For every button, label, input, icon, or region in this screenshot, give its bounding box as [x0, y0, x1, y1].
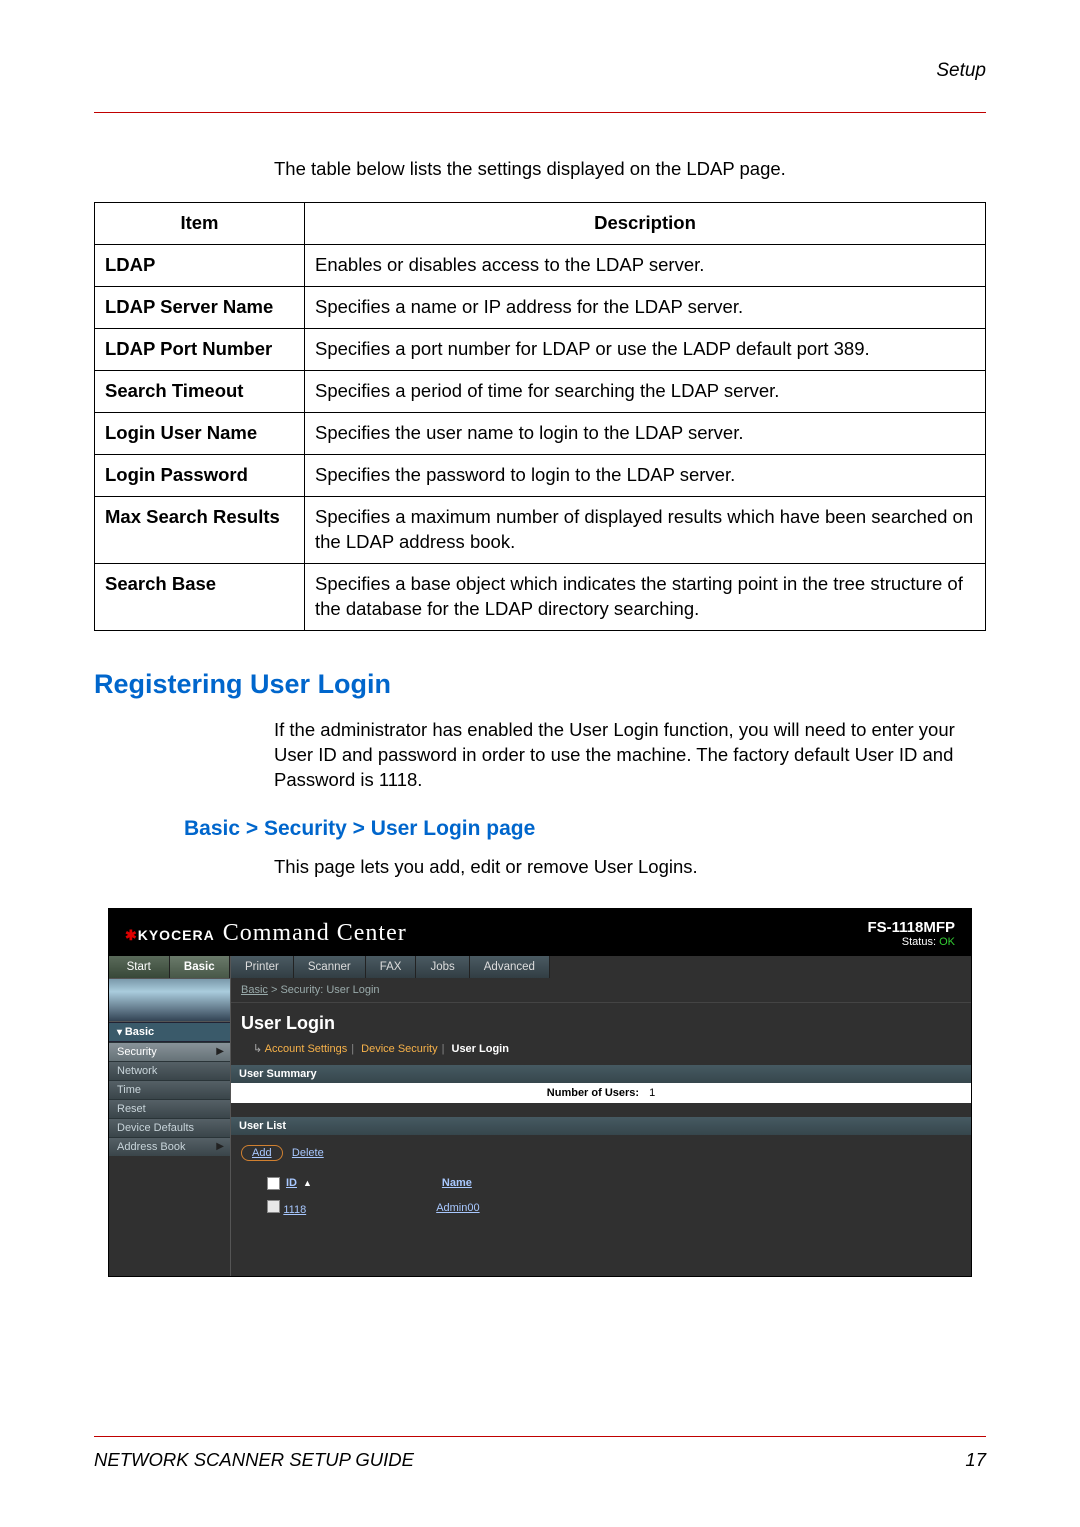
section-nav: Account Settings| Device Security| User …	[231, 1040, 971, 1065]
chevron-right-icon: ▶	[216, 1141, 224, 1152]
page-header: Setup	[94, 60, 986, 82]
link-account-settings[interactable]: Account Settings	[265, 1043, 348, 1055]
user-summary-bar: Number of Users:1	[231, 1083, 971, 1103]
sidebar-category[interactable]: Basic	[109, 1022, 230, 1042]
panel-title: User Login	[231, 1003, 971, 1040]
footer-title: NETWORK SCANNER SETUP GUIDE	[94, 1449, 414, 1471]
th-description: Description	[305, 202, 986, 244]
user-id-link[interactable]: 1118	[283, 1204, 306, 1216]
section-heading: Registering User Login	[94, 669, 986, 700]
breadcrumb-current: Security: User Login	[280, 984, 379, 996]
header-rule	[94, 112, 986, 113]
model-name: FS-1118MFP	[867, 919, 955, 936]
table-row: Search BaseSpecifies a base object which…	[95, 563, 986, 630]
ldap-settings-table: Item Description LDAPEnables or disables…	[94, 202, 986, 631]
intro-text: The table below lists the settings displ…	[274, 157, 986, 182]
user-list-head: User List	[231, 1117, 971, 1135]
user-summary-head: User Summary	[231, 1065, 971, 1083]
col-id[interactable]: ID	[286, 1177, 297, 1189]
subsection-paragraph: This page lets you add, edit or remove U…	[274, 855, 986, 880]
subsection-heading: Basic > Security > User Login page	[184, 817, 986, 841]
sidebar: Start Basic Basic Security▶ Network Time…	[109, 956, 231, 1276]
tab-printer[interactable]: Printer	[231, 956, 294, 978]
table-row: Login PasswordSpecifies the password to …	[95, 454, 986, 496]
sort-asc-icon: ▲	[303, 1178, 312, 1188]
shot-header: ✱KYOCERA Command Center FS-1118MFP Statu…	[109, 909, 971, 956]
table-row: Max Search ResultsSpecifies a maximum nu…	[95, 496, 986, 563]
tab-jobs[interactable]: Jobs	[416, 956, 469, 978]
th-item: Item	[95, 202, 305, 244]
top-nav: Printer Scanner FAX Jobs Advanced	[231, 956, 971, 978]
delete-link[interactable]: Delete	[292, 1147, 324, 1159]
table-row: LDAP Server NameSpecifies a name or IP a…	[95, 286, 986, 328]
page-footer: NETWORK SCANNER SETUP GUIDE 17	[94, 1436, 986, 1471]
command-center-screenshot: ✱KYOCERA Command Center FS-1118MFP Statu…	[108, 908, 972, 1277]
table-row: LDAPEnables or disables access to the LD…	[95, 244, 986, 286]
side-tab-basic[interactable]: Basic	[170, 956, 231, 978]
list-actions: Add Delete	[231, 1135, 971, 1169]
command-center-title: Command Center	[223, 920, 407, 947]
model-block: FS-1118MFP Status: OK	[867, 919, 955, 948]
user-row: 1118 Admin00	[231, 1194, 971, 1226]
sidebar-item-address-book[interactable]: Address Book▶	[109, 1137, 230, 1156]
nav-current-user-login: User Login	[452, 1043, 509, 1055]
add-button[interactable]: Add	[241, 1145, 283, 1161]
sidebar-item-security[interactable]: Security▶	[109, 1042, 230, 1061]
tab-advanced[interactable]: Advanced	[470, 956, 550, 978]
tab-fax[interactable]: FAX	[366, 956, 417, 978]
breadcrumb: Basic > Security: User Login	[231, 978, 971, 1003]
table-row: Search TimeoutSpecifies a period of time…	[95, 370, 986, 412]
select-all-checkbox[interactable]	[267, 1177, 280, 1190]
col-name[interactable]: Name	[442, 1177, 472, 1189]
sidebar-item-network[interactable]: Network	[109, 1061, 230, 1080]
sidebar-item-reset[interactable]: Reset	[109, 1099, 230, 1118]
user-list-header: ID ▲ Name	[231, 1169, 971, 1194]
brand: ✱KYOCERA Command Center	[125, 920, 407, 947]
kyocera-logo: ✱KYOCERA	[125, 927, 215, 944]
breadcrumb-basic[interactable]: Basic	[241, 984, 268, 996]
side-tab-start[interactable]: Start	[109, 956, 170, 978]
main-pane: Printer Scanner FAX Jobs Advanced Basic …	[231, 956, 971, 1276]
tab-scanner[interactable]: Scanner	[294, 956, 366, 978]
sidebar-item-time[interactable]: Time	[109, 1080, 230, 1099]
sidebar-decoration	[109, 978, 230, 1022]
sidebar-item-device-defaults[interactable]: Device Defaults	[109, 1118, 230, 1137]
link-device-security[interactable]: Device Security	[361, 1043, 437, 1055]
status-line: Status: OK	[867, 936, 955, 948]
row-checkbox[interactable]	[267, 1200, 280, 1213]
table-row: Login User NameSpecifies the user name t…	[95, 412, 986, 454]
table-row: LDAP Port NumberSpecifies a port number …	[95, 328, 986, 370]
user-name-link[interactable]: Admin00	[436, 1202, 479, 1214]
section-paragraph: If the administrator has enabled the Use…	[274, 718, 986, 793]
chevron-right-icon: ▶	[216, 1046, 224, 1057]
page-number: 17	[965, 1449, 986, 1471]
